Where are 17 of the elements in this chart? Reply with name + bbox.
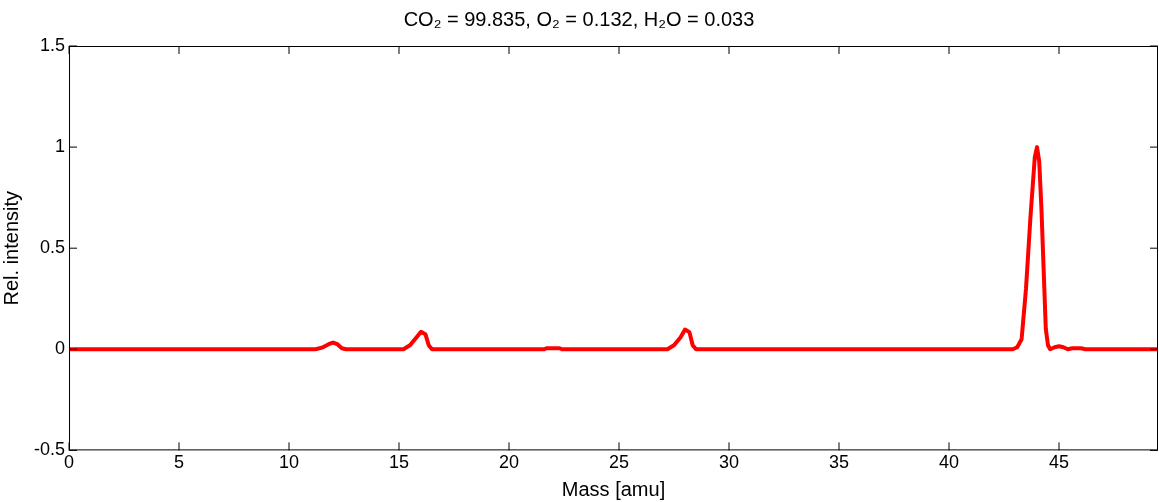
- x-tick-label: 15: [389, 452, 410, 473]
- x-tick-label: 5: [174, 452, 185, 473]
- y-tick-label: 1.5: [39, 34, 66, 55]
- x-tick-label: 35: [828, 452, 850, 473]
- y-tick-label: -0.5: [33, 439, 66, 460]
- y-tick-label: 0.5: [39, 237, 66, 258]
- chart-title: CO₂ = 99.835, O₂ = 0.132, H₂O = 0.033: [403, 7, 755, 30]
- x-tick-label: 10: [279, 452, 300, 473]
- x-tick-label: 30: [718, 452, 740, 473]
- y-tick-label: 1: [55, 136, 66, 157]
- x-tick-label: 25: [608, 452, 630, 473]
- x-axis-title: Mass [amu]: [561, 477, 666, 500]
- x-tick-label: 45: [1048, 452, 1070, 473]
- y-tick-label: 0: [55, 338, 66, 359]
- x-tick-label: 20: [498, 452, 520, 473]
- x-tick-label: 40: [938, 452, 960, 473]
- y-axis-title: Rel. intensity: [0, 190, 22, 306]
